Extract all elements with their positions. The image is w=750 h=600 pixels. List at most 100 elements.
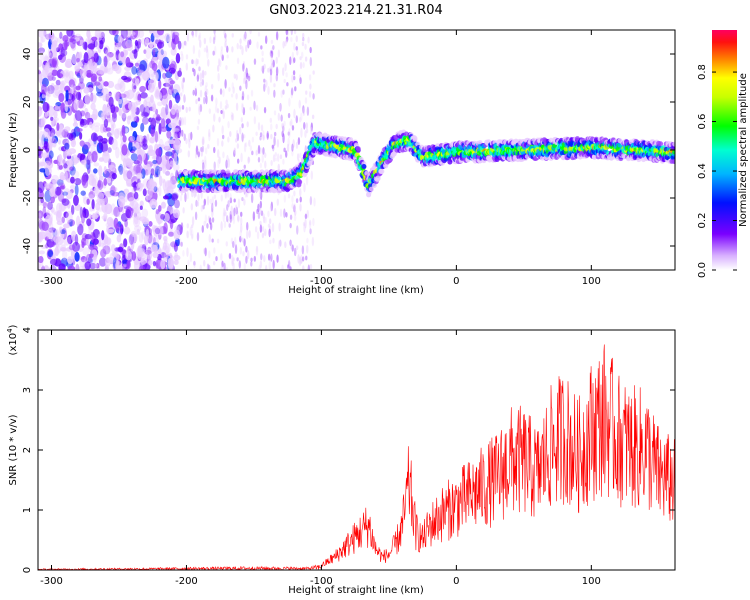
heat-cell [41, 83, 47, 95]
heat-cell [100, 112, 107, 120]
heat-cell [241, 197, 244, 202]
heat-cell [67, 236, 71, 245]
heat-cell [205, 95, 208, 105]
heat-cell [102, 95, 107, 102]
heat-cell [103, 235, 109, 245]
heat-cell [284, 40, 287, 47]
heat-cell [198, 106, 201, 116]
heat-cell [257, 144, 261, 155]
heat-cell [261, 153, 264, 163]
heat-cell [86, 218, 92, 227]
heat-cell [248, 230, 251, 238]
heat-cell [107, 80, 115, 88]
heat-cell [227, 158, 231, 169]
heat-cell [74, 251, 80, 262]
heat-cell [272, 259, 275, 270]
heat-cell [139, 85, 146, 93]
heat-cell [312, 93, 315, 100]
heat-cell [303, 223, 306, 233]
heat-cell [168, 122, 175, 129]
heat-cell [302, 32, 305, 39]
heat-cell [136, 144, 142, 155]
heat-cell [263, 255, 266, 263]
heat-cell [223, 220, 227, 229]
heat-cell [211, 217, 215, 223]
heat-cell [198, 49, 201, 58]
heat-cell [113, 128, 120, 139]
heat-cell [56, 122, 60, 132]
heat-cell [300, 127, 303, 138]
heat-cell [156, 41, 165, 49]
heat-cell [272, 45, 275, 50]
heat-cell [122, 49, 127, 59]
heat-cell [285, 211, 288, 218]
heat-cell [118, 166, 125, 175]
heat-cell [260, 65, 264, 72]
heat-cell [117, 35, 122, 43]
heat-cell [239, 44, 242, 50]
heat-cell [275, 66, 279, 76]
heat-cell [257, 31, 261, 37]
heat-cell [197, 193, 200, 202]
heat-cell [194, 30, 198, 38]
heat-cell [185, 137, 188, 145]
heat-cell [276, 138, 280, 148]
heat-cell [279, 154, 283, 160]
heat-cell [58, 226, 62, 234]
heat-cell [121, 124, 126, 137]
heat-cell [58, 153, 63, 163]
heat-cell [309, 195, 313, 206]
heat-cell [102, 245, 111, 255]
heat-cell [38, 262, 41, 269]
heat-cell [196, 125, 200, 131]
heat-cell [165, 151, 170, 161]
heat-cell [222, 207, 226, 217]
heat-cell [216, 64, 220, 72]
heat-cell [109, 186, 118, 192]
heat-cell [39, 50, 45, 61]
heat-cell [264, 35, 268, 45]
heat-cell [204, 159, 207, 170]
heat-cell [379, 169, 385, 175]
heat-cell [246, 94, 250, 101]
heat-cell [165, 118, 171, 125]
heat-cell [264, 160, 267, 169]
heat-cell [231, 214, 234, 222]
heat-cell [284, 62, 287, 72]
heat-cell [38, 72, 43, 84]
heat-cell [247, 39, 250, 49]
heat-cell [239, 126, 242, 135]
heat-cell [71, 53, 77, 65]
heat-cell [238, 260, 242, 269]
heat-cell [179, 227, 183, 235]
heat-cell [186, 191, 189, 200]
heat-cell [66, 158, 73, 167]
heat-cell [164, 141, 170, 150]
heat-cell [243, 198, 246, 206]
heat-cell [255, 131, 258, 136]
heat-cell [283, 208, 286, 219]
heat-cell [131, 81, 137, 93]
heat-cell [217, 149, 220, 159]
heat-cell [194, 211, 198, 221]
heat-cell [203, 220, 206, 227]
heat-cell [231, 112, 235, 121]
heat-cell [269, 73, 273, 83]
heat-cell [143, 105, 151, 118]
heat-cell [174, 130, 181, 139]
heat-cell [123, 165, 127, 176]
heat-cell [168, 231, 175, 237]
heat-cell [282, 123, 285, 133]
heat-cell [114, 206, 119, 217]
heat-cell [221, 260, 224, 268]
heat-cell [270, 253, 273, 262]
heat-cell [104, 203, 113, 215]
heat-cell [50, 82, 55, 91]
heat-cell [248, 73, 251, 79]
heat-cell [246, 229, 249, 240]
heat-cell [122, 157, 127, 168]
heat-cell [133, 225, 142, 232]
heat-cell [303, 121, 306, 130]
heat-cell [208, 250, 211, 259]
